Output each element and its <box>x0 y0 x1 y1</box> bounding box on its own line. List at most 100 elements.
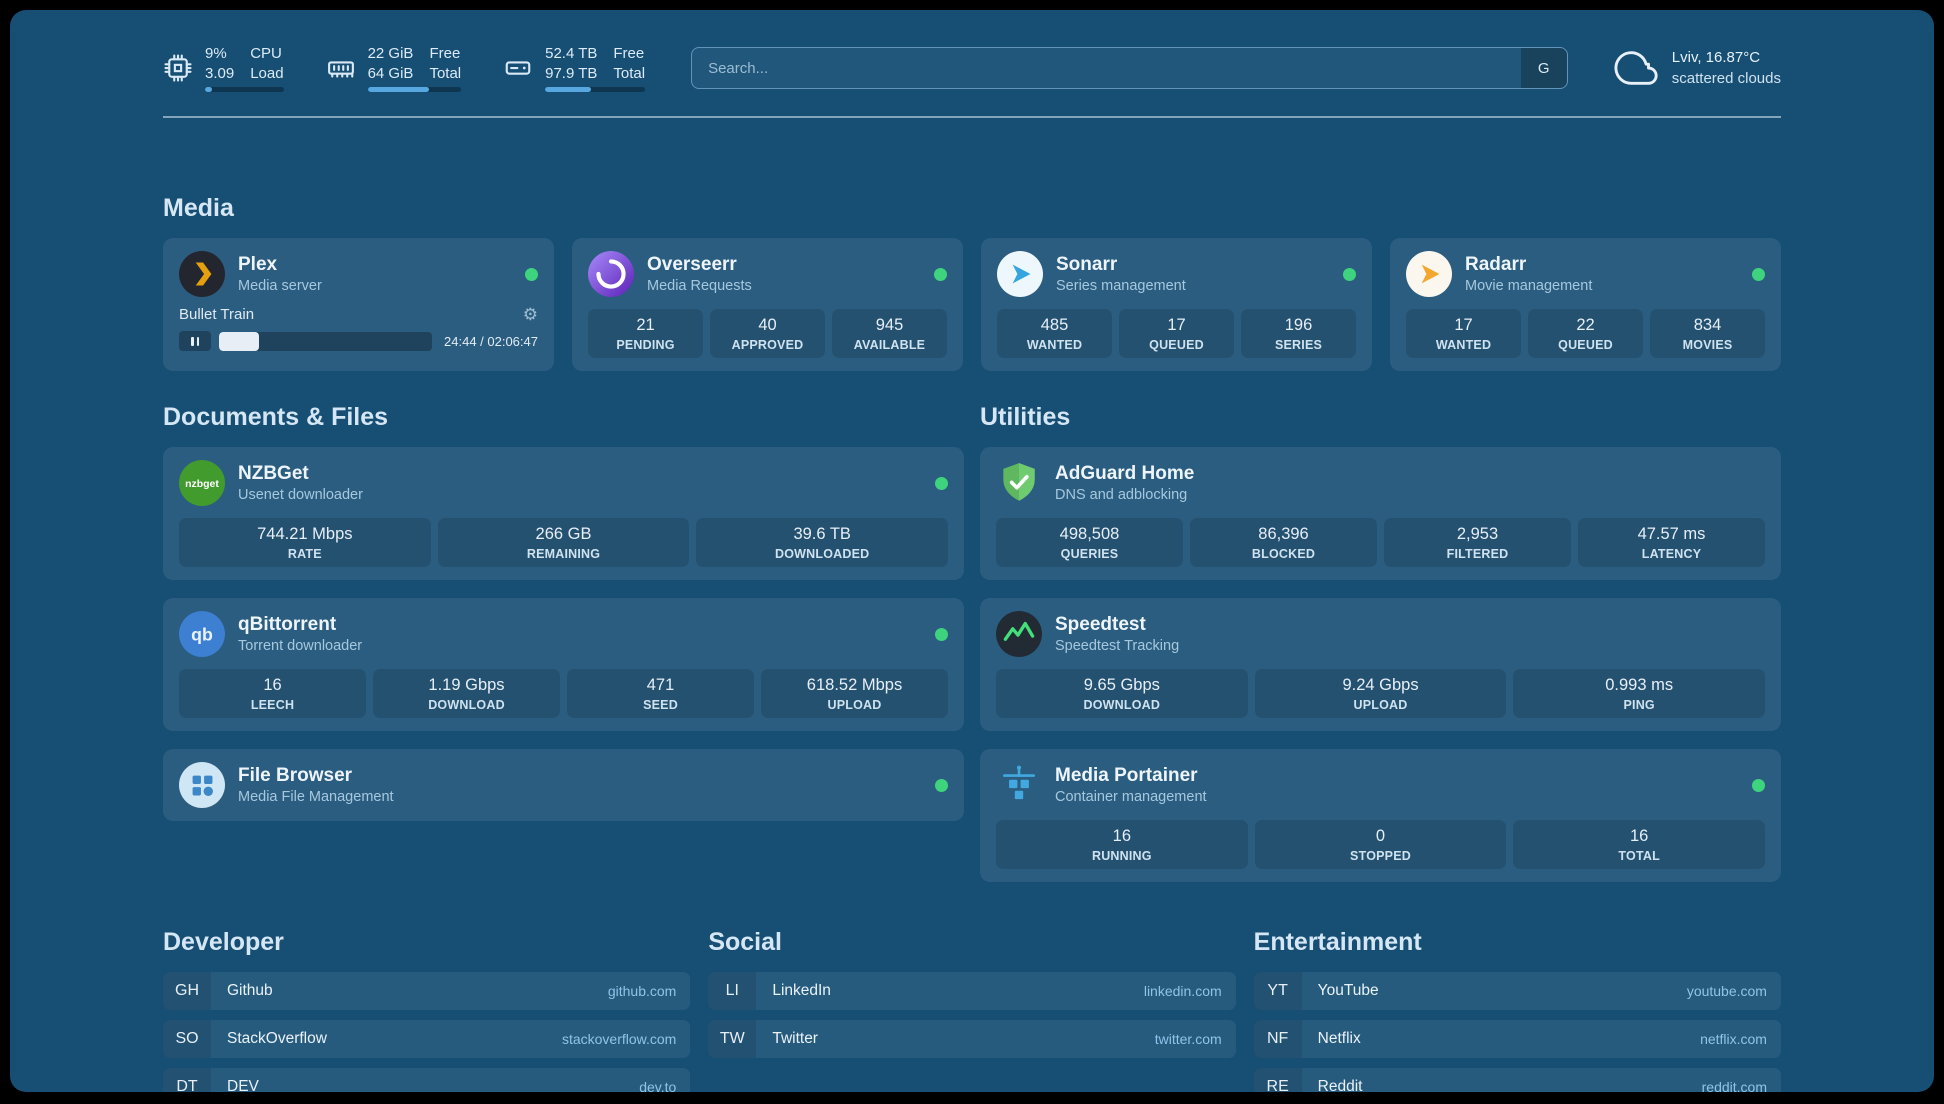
playback-progress-bar <box>219 331 433 351</box>
stat-upload: 9.24 Gbps UPLOAD <box>1254 669 1507 718</box>
cpu-icon <box>163 53 193 83</box>
service-description: Movie management <box>1465 278 1593 294</box>
memory-usage-bar <box>367 87 462 92</box>
status-dot-online <box>1343 267 1356 281</box>
stat-blocked: 86,396 BLOCKED <box>1190 518 1377 567</box>
memory-usage-fill <box>367 87 430 92</box>
memory-icon <box>326 53 356 83</box>
service-description: Container management <box>1055 789 1207 805</box>
bookmark-name: LinkedIn <box>772 982 831 999</box>
section-title-social: Social <box>708 928 782 956</box>
stat-ping: 0.993 ms PING <box>1513 669 1766 718</box>
playback-time: 24:44 / 02:06:47 <box>444 333 538 349</box>
bookmark-twitter[interactable]: TW Twitter twitter.com <box>708 1020 1236 1058</box>
section-title-utilities: Utilities <box>980 403 1071 431</box>
cpu-widget: 9% 3.09 CPU Load <box>163 44 284 92</box>
disk-readout: 52.4 TB 97.9 TB Free Total <box>545 44 646 92</box>
status-dot-online <box>935 476 948 490</box>
bookmark-group-developer: Developer GH Github github.com SO StackO… <box>163 928 691 1092</box>
stat-leech: 16 LEECH <box>179 669 366 718</box>
bookmark-dev[interactable]: DT DEV dev.to <box>163 1068 691 1092</box>
bookmark-stackoverflow[interactable]: SO StackOverflow stackoverflow.com <box>163 1020 691 1058</box>
bookmark-github[interactable]: GH Github github.com <box>163 972 691 1010</box>
bookmark-name: YouTube <box>1317 982 1379 999</box>
stat-wanted: 17 WANTED <box>1406 309 1521 358</box>
service-card-sonarr[interactable]: Sonarr Series management 485 WANTED 17 Q… <box>981 238 1372 371</box>
portainer-icon <box>996 762 1042 808</box>
service-description: Media File Management <box>238 789 394 805</box>
stat-remaining: 266 GB REMAINING <box>437 518 690 567</box>
stat-total: 16 TOTAL <box>1513 820 1766 869</box>
disk-widget: 52.4 TB 97.9 TB Free Total <box>503 44 646 92</box>
stat-stopped: 0 STOPPED <box>1254 820 1507 869</box>
bookmark-name: Netflix <box>1317 1030 1361 1047</box>
bookmark-url: stackoverflow.com <box>561 1031 677 1047</box>
search-input[interactable] <box>691 47 1568 89</box>
bookmark-name: Github <box>227 982 273 999</box>
service-card-portainer[interactable]: Media Portainer Container management 16 … <box>980 749 1781 882</box>
resource-widgets: 9% 3.09 CPU Load <box>163 44 646 92</box>
service-card-filebrowser[interactable]: File Browser Media File Management <box>163 749 964 821</box>
section-title-entertainment: Entertainment <box>1253 928 1422 956</box>
bookmark-abbr: SO <box>163 1020 211 1058</box>
service-card-adguard[interactable]: AdGuard Home DNS and adblocking 498,508 … <box>980 447 1781 580</box>
stat-queued: 17 QUEUED <box>1119 309 1234 358</box>
disk-total: 97.9 TB <box>545 64 598 82</box>
qbittorrent-icon: qb <box>179 611 225 657</box>
memory-free-label: Free <box>429 45 461 62</box>
gear-icon[interactable]: ⚙ <box>522 305 538 324</box>
stat-approved: 40 APPROVED <box>710 309 825 358</box>
service-description: Series management <box>1056 278 1186 294</box>
cpu-usage-fill <box>205 87 213 92</box>
search-bar: G <box>691 47 1568 89</box>
search-provider-button[interactable]: G <box>1520 48 1567 88</box>
filebrowser-icon <box>179 762 225 808</box>
bookmark-url: twitter.com <box>1154 1031 1222 1047</box>
cpu-load-label: Load <box>250 64 284 82</box>
content-container: 9% 3.09 CPU Load <box>163 10 1781 1092</box>
stat-download: 1.19 Gbps DOWNLOAD <box>373 669 560 718</box>
stat-downloaded: 39.6 TB DOWNLOADED <box>696 518 949 567</box>
bookmark-url: linkedin.com <box>1143 983 1222 999</box>
bookmark-url: dev.to <box>639 1079 677 1092</box>
service-name: Overseerr <box>647 254 737 275</box>
bookmark-netflix[interactable]: NF Netflix netflix.com <box>1253 1020 1781 1058</box>
playback-progress-fill <box>219 331 260 351</box>
stat-series: 196 SERIES <box>1241 309 1356 358</box>
bookmark-url: youtube.com <box>1686 983 1767 999</box>
stat-rate: 744.21 Mbps RATE <box>179 518 431 567</box>
disk-free-label: Free <box>613 45 645 62</box>
stat-seed: 471 SEED <box>567 669 754 718</box>
overseerr-icon <box>588 251 634 297</box>
bookmark-youtube[interactable]: YT YouTube youtube.com <box>1253 972 1781 1010</box>
service-description: Torrent downloader <box>238 638 363 654</box>
service-name: AdGuard Home <box>1055 463 1195 484</box>
service-description: DNS and adblocking <box>1055 487 1188 503</box>
bookmark-name: Reddit <box>1317 1078 1363 1092</box>
service-card-overseerr[interactable]: Overseerr Media Requests 21 PENDING 40 A… <box>572 238 963 371</box>
service-name: Radarr <box>1465 254 1527 275</box>
service-name: Sonarr <box>1056 254 1118 275</box>
service-card-radarr[interactable]: Radarr Movie management 17 WANTED 22 QUE… <box>1390 238 1781 371</box>
memory-widget: 22 GiB 64 GiB Free Total <box>326 44 462 92</box>
dashboard: 9% 3.09 CPU Load <box>10 10 1934 1092</box>
bookmark-linkedin[interactable]: LI LinkedIn linkedin.com <box>708 972 1236 1010</box>
service-card-speedtest[interactable]: Speedtest Speedtest Tracking 9.65 Gbps D… <box>980 598 1781 731</box>
service-card-qbittorrent[interactable]: qb qBittorrent Torrent downloader 16 LEE… <box>163 598 964 731</box>
weather-location: Lviv, 16.87°C <box>1671 49 1761 66</box>
cpu-label: CPU <box>250 45 282 62</box>
bookmark-name: StackOverflow <box>227 1030 327 1047</box>
service-card-plex[interactable]: Plex Media server Bullet Train ⚙ 24:44 /… <box>163 238 554 371</box>
service-card-nzbget[interactable]: nzbget NZBGet Usenet downloader 744.21 M… <box>163 447 964 580</box>
stat-available: 945 AVAILABLE <box>832 309 947 358</box>
disk-total-label: Total <box>613 64 646 82</box>
bookmark-reddit[interactable]: RE Reddit reddit.com <box>1253 1068 1781 1092</box>
cpu-loadavg: 3.09 <box>205 64 235 82</box>
weather-widget: Lviv, 16.87°C scattered clouds <box>1614 45 1781 91</box>
bookmark-name: Twitter <box>772 1030 818 1047</box>
bookmark-name: DEV <box>227 1078 259 1092</box>
bookmark-url: reddit.com <box>1701 1079 1767 1092</box>
service-name: File Browser <box>238 765 353 786</box>
pause-button[interactable] <box>179 331 211 351</box>
radarr-icon <box>1406 251 1452 297</box>
